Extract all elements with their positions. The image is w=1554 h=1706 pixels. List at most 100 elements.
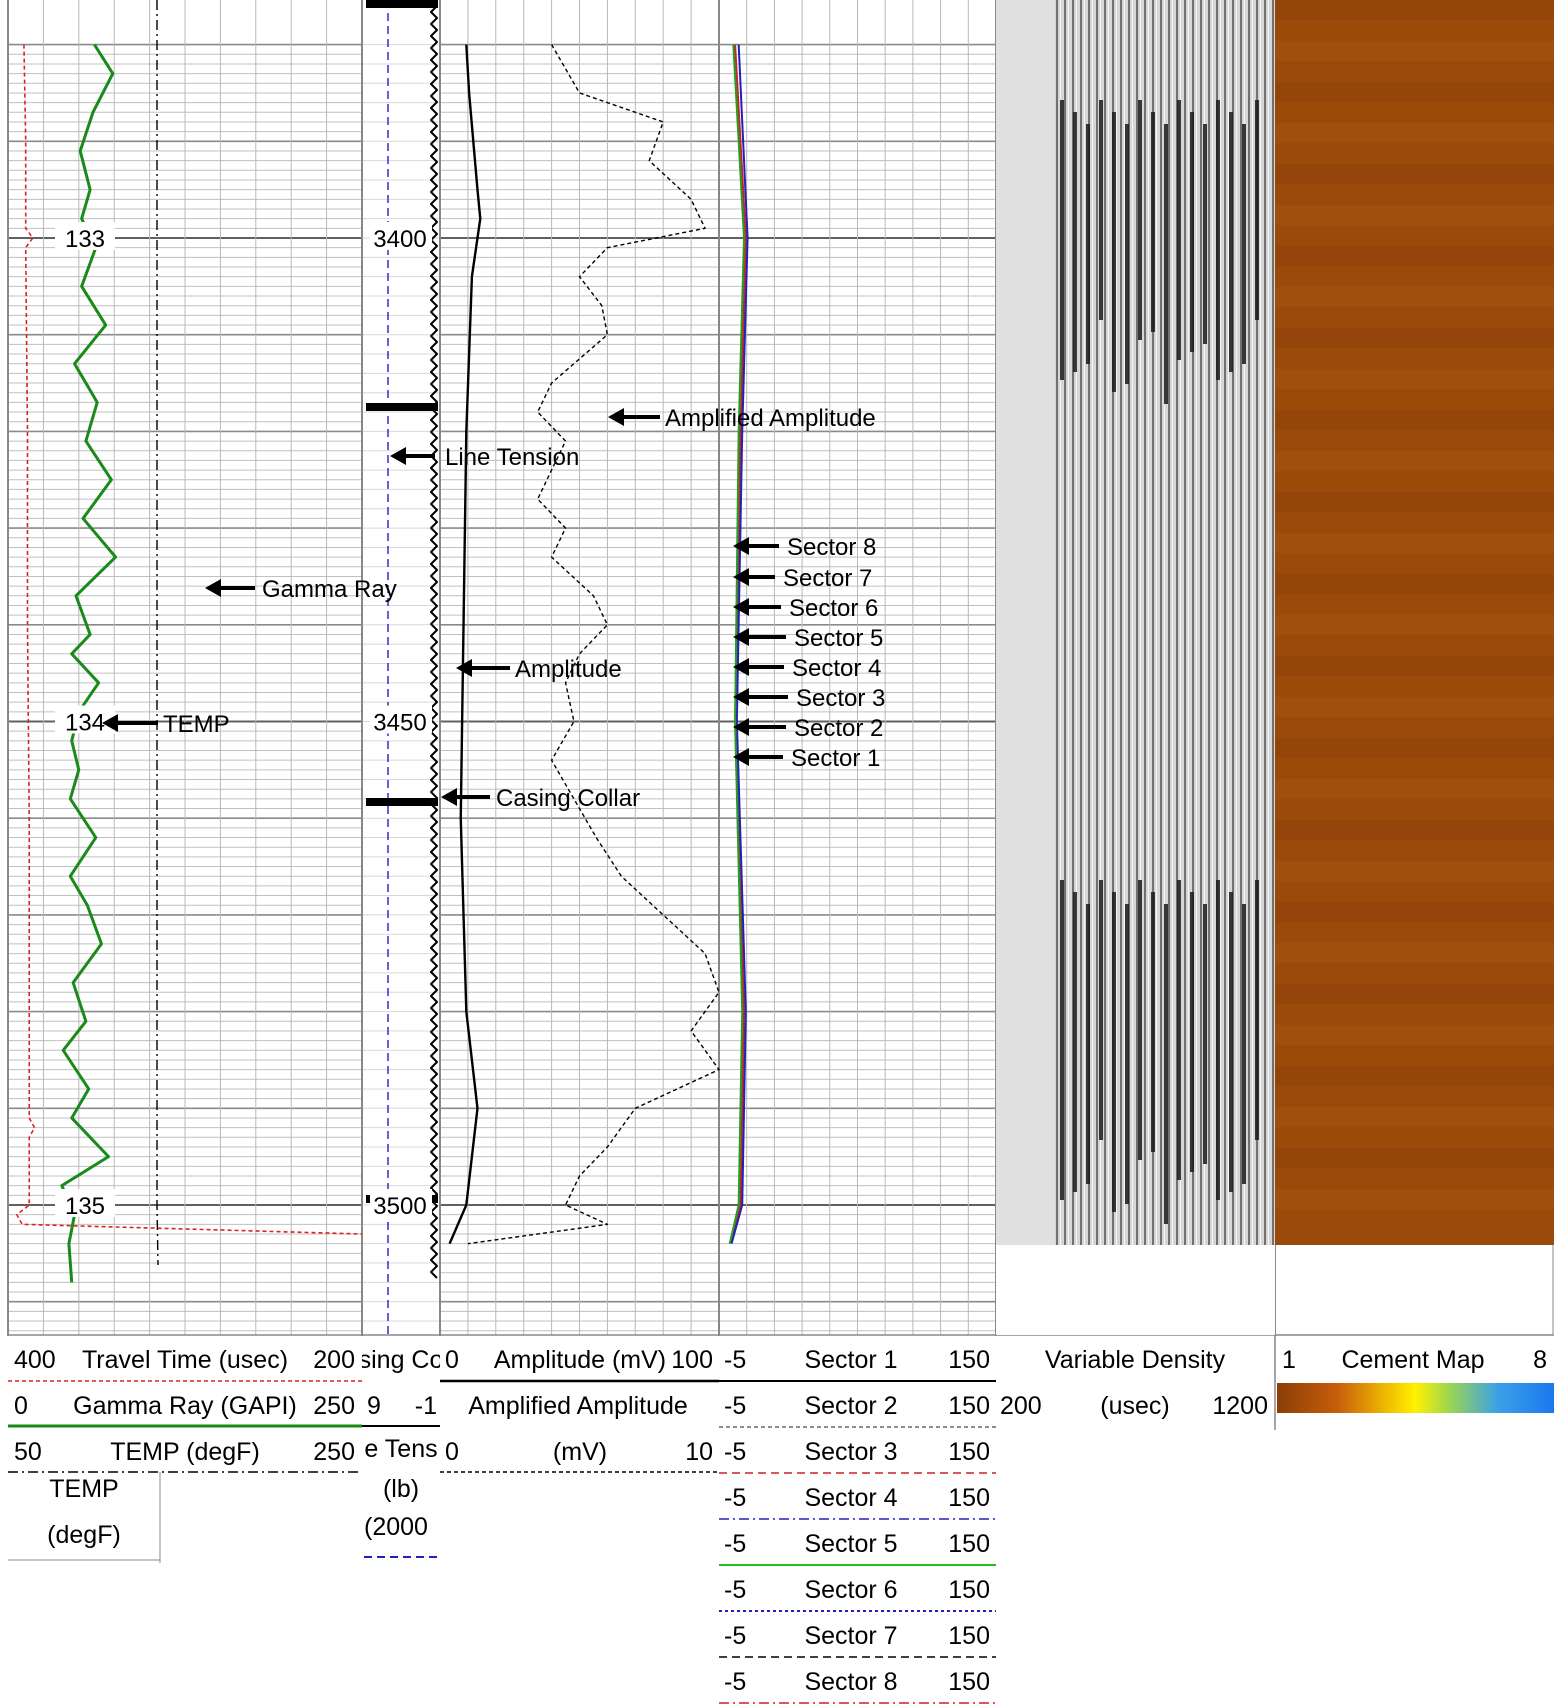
vdl-stripe	[1203, 904, 1207, 1164]
scale-max: 150	[948, 1346, 990, 1374]
cement-band	[1275, 1189, 1554, 1209]
cement-scale-bar	[1277, 1383, 1554, 1413]
labels-layer: 3400 3450 3500 133 134 135 Gamma Ray TEMP Line T…	[55, 222, 885, 1220]
scale-max: 250	[313, 1392, 355, 1420]
sector-arrow-head	[733, 568, 749, 586]
collar-spike	[366, 798, 438, 806]
line-tension-name: e Tens	[364, 1435, 437, 1463]
cement-band	[1275, 82, 1554, 102]
amplitude-label: Amplitude	[515, 656, 622, 683]
curve-name: Sector 8	[804, 1668, 897, 1696]
curve-name: Sector 2	[804, 1392, 897, 1420]
cement-band	[1275, 615, 1554, 635]
scale-min: -5	[724, 1484, 746, 1512]
sector-label: Sector 3	[796, 685, 885, 712]
scale-min: 0	[445, 1438, 459, 1466]
scale-max: 150	[948, 1484, 990, 1512]
travel-time-label: 133	[65, 226, 105, 253]
vdl-stripe	[1138, 880, 1142, 1160]
vdl-stripe	[1086, 904, 1090, 1184]
cement-band	[1275, 328, 1554, 348]
scale-max: 200	[313, 1346, 355, 1374]
scale-max: 150	[948, 1438, 990, 1466]
sector-label: Sector 5	[794, 625, 883, 652]
gamma-ray-arrow-head	[205, 579, 221, 597]
unit: (usec)	[1100, 1392, 1169, 1420]
vdl-stripe	[1164, 124, 1168, 404]
scale-min: -5	[724, 1576, 746, 1604]
grid-layer	[7, 0, 1554, 1706]
cement-band	[1275, 738, 1554, 758]
vdl-stripe	[1060, 100, 1064, 380]
vdl-stripe	[1229, 892, 1233, 1192]
vdl-blank	[996, 1245, 1275, 1335]
vdl-stripe	[1125, 904, 1129, 1204]
amplified-amplitude-curve	[467, 44, 720, 1245]
vdl-stripe	[1060, 880, 1064, 1200]
curve-name: Sector 1	[804, 1346, 897, 1374]
cement-map-image	[1275, 0, 1554, 1245]
cement-band	[1275, 902, 1554, 922]
cement-band	[1275, 533, 1554, 553]
scale-max: 10	[685, 1438, 713, 1466]
amplitude-curve	[448, 44, 482, 1245]
scale-max: 150	[948, 1668, 990, 1696]
amplified-amplitude-arrow-head	[608, 408, 624, 426]
sector-arrow-head	[733, 748, 749, 766]
vdl-stripe	[1112, 112, 1116, 392]
scale-min: 0	[14, 1392, 28, 1420]
temp-label: TEMP	[163, 711, 230, 738]
scale-min: -5	[724, 1392, 746, 1420]
vdl-stripe	[1190, 892, 1194, 1172]
header-layer: 400 Travel Time (usec) 200 0 Gamma Ray (GAPI…	[0, 1336, 1554, 1706]
curve-name: Gamma Ray (GAPI)	[73, 1392, 297, 1420]
cement-band	[1275, 1025, 1554, 1045]
cement-band	[1275, 41, 1554, 61]
amplitude-arrow-head	[456, 659, 472, 677]
vdl-stripe	[1255, 100, 1259, 320]
vdl-stripe	[1112, 892, 1116, 1212]
vdl-stripe	[1190, 112, 1194, 352]
depth-label-bg	[370, 222, 432, 250]
curve-name: Sector 6	[804, 1576, 897, 1604]
cement-band	[1275, 656, 1554, 676]
casing-collar-label: Casing Collar	[496, 785, 640, 812]
vdl-stripe	[1177, 880, 1181, 1180]
scale-min: 50	[14, 1438, 42, 1466]
sector-label: Sector 6	[789, 595, 878, 622]
curve-name: Sector 4	[804, 1484, 897, 1512]
vdl-stripe	[1099, 880, 1103, 1140]
sector-arrow-head	[733, 598, 749, 616]
sector-label: Sector 7	[783, 565, 872, 592]
curve-name: Sector 5	[804, 1530, 897, 1558]
vdl-stripe	[1216, 100, 1220, 380]
casing-collar-arrow-head	[441, 788, 457, 806]
tt-label-bg	[55, 1189, 115, 1217]
temp-arrow-head	[102, 714, 118, 732]
collar-spike	[366, 0, 438, 8]
sector-arrow-head	[733, 537, 749, 555]
sector-arrow-head	[733, 628, 749, 646]
vdl-stripe	[1255, 880, 1259, 1140]
vdl-stripe	[1099, 100, 1103, 320]
depth-label-bg	[370, 1189, 432, 1217]
cement-band	[1275, 1066, 1554, 1086]
sector-curve	[728, 44, 746, 1244]
cement-band	[1275, 779, 1554, 799]
sector-label: Sector 1	[791, 745, 880, 772]
cement-band	[1275, 943, 1554, 963]
curve-name: TEMP (degF)	[110, 1438, 260, 1466]
temp-curve	[16, 44, 363, 1235]
vdl-stripe	[1073, 892, 1077, 1192]
travel-time-label: 135	[65, 1193, 105, 1220]
scale-min: 0	[445, 1346, 459, 1374]
vdl-stripe	[1073, 112, 1077, 372]
cement-band	[1275, 164, 1554, 184]
travel-time-label: 134	[65, 710, 105, 737]
scale-max: 1200	[1212, 1392, 1268, 1420]
tt-label-bg	[55, 705, 115, 734]
scale-max: 150	[948, 1530, 990, 1558]
cement-band	[1275, 0, 1554, 20]
curve-name: (mV)	[553, 1438, 607, 1466]
